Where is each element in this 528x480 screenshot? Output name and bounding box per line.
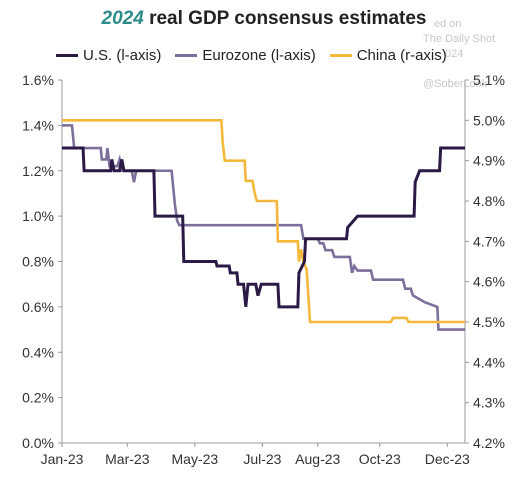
legend-label-us: U.S. (l-axis): [83, 47, 162, 64]
y-right-tick-label: 5.1%: [473, 72, 505, 88]
y-left-tick-label: 0.6%: [22, 299, 54, 315]
y-right-tick-label: 4.2%: [473, 435, 505, 451]
legend-label-china: China (r-axis): [356, 47, 447, 64]
y-left-tick-label: 1.0%: [22, 208, 54, 224]
y-right-tick-label: 4.7%: [473, 233, 505, 249]
watermark-line2: The Daily Shot: [423, 33, 496, 45]
watermark-line3: 024: [445, 48, 464, 60]
y-right-tick-label: 4.8%: [473, 193, 505, 209]
y-left-tick-label: 1.6%: [22, 72, 54, 88]
legend-item-china: China (r-axis): [329, 47, 447, 64]
y-right-tick-label: 4.5%: [473, 314, 505, 330]
legend-item-eurozone: Eurozone (l-axis): [175, 47, 316, 64]
series-line-us: [62, 146, 465, 309]
chart-legend: U.S. (l-axis) Eurozone (l-axis) China (r…: [56, 47, 461, 64]
legend-swatch-china: [329, 54, 352, 57]
y-right-tick-label: 4.6%: [473, 274, 505, 290]
chart-title-text: real GDP consensus estimates: [149, 8, 427, 29]
x-tick-label: Jul-23: [243, 451, 281, 467]
watermark-line1: ed on: [434, 18, 462, 30]
watermark-line4: @SoberLook: [423, 78, 488, 90]
y-right-tick-label: 4.9%: [473, 153, 505, 169]
x-tick-label: Oct-23: [359, 451, 401, 467]
y-right-tick-label: 5.0%: [473, 112, 505, 128]
y-left-tick-label: 1.4%: [22, 117, 54, 133]
y-left-tick-label: 0.0%: [22, 435, 54, 451]
legend-label-eurozone: Eurozone (l-axis): [202, 47, 316, 64]
x-tick-label: May-23: [172, 451, 219, 467]
y-left-tick-label: 0.8%: [22, 254, 54, 270]
x-tick-label: Aug-23: [295, 451, 340, 467]
chart-title-year: 2024: [101, 8, 144, 29]
x-tick-label: Dec-23: [425, 451, 470, 467]
x-tick-label: Mar-23: [105, 451, 150, 467]
series-line-eurozone: [62, 124, 465, 331]
y-left-tick-label: 1.2%: [22, 163, 54, 179]
y-right-tick-label: 4.3%: [473, 395, 505, 411]
y-left-tick-label: 0.4%: [22, 344, 54, 360]
x-tick-label: Jan-23: [41, 451, 84, 467]
y-left-tick-label: 0.2%: [22, 390, 54, 406]
y-right-tick-label: 4.4%: [473, 354, 505, 370]
series-line-china: [62, 119, 465, 324]
chart-title: 2024 real GDP consensus estimates: [0, 8, 528, 30]
legend-item-us: U.S. (l-axis): [56, 47, 161, 64]
legend-swatch-us: [56, 54, 78, 57]
legend-swatch-eurozone: [175, 54, 198, 57]
